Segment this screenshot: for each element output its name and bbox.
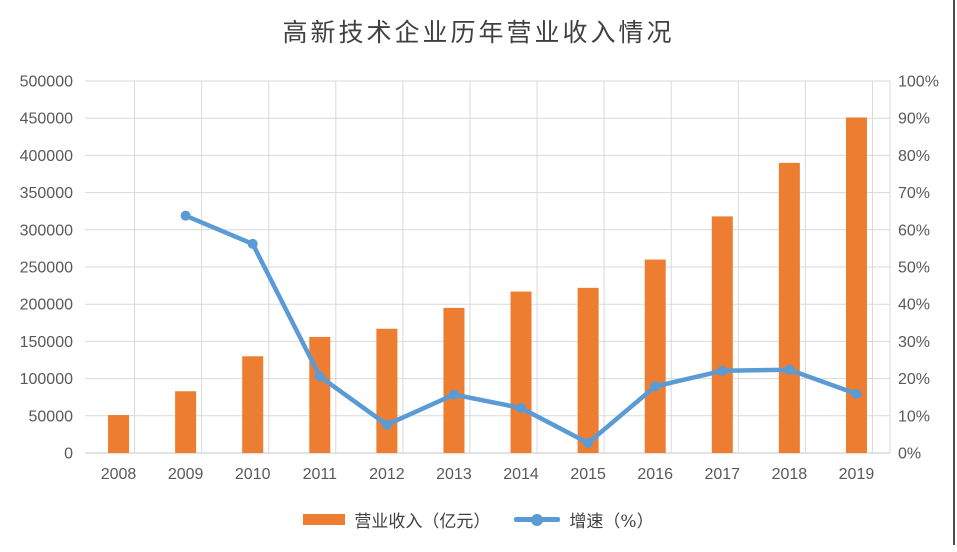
growth-point-2010 <box>247 238 258 249</box>
growth-point-2019 <box>851 388 862 399</box>
right-axis-tick: 90% <box>898 111 930 128</box>
growth-point-2013 <box>448 389 459 400</box>
right-axis-tick: 10% <box>898 408 930 425</box>
left-axis-tick: 100000 <box>20 371 73 388</box>
growth-point-2016 <box>650 381 661 392</box>
x-axis-label-2008: 2008 <box>101 466 137 483</box>
legend-item-revenue: 营业收入（亿元） <box>303 507 490 532</box>
left-axis-tick: 450000 <box>20 111 73 128</box>
left-axis-tick: 250000 <box>20 260 73 277</box>
bar-2011 <box>309 336 331 453</box>
right-axis-tick: 40% <box>898 297 930 314</box>
bar-2015 <box>577 287 599 453</box>
x-axis-label-2012: 2012 <box>369 466 405 483</box>
left-axis-tick: 50000 <box>29 408 74 425</box>
left-axis-tick: 200000 <box>20 297 73 314</box>
x-axis-label-2015: 2015 <box>570 466 606 483</box>
x-axis-label-2011: 2011 <box>303 466 338 483</box>
window-right-edge-line <box>953 0 955 545</box>
left-axis-tick: 300000 <box>20 222 73 239</box>
bar-2014 <box>510 291 532 453</box>
right-axis-tick: 20% <box>898 371 930 388</box>
bar-2013 <box>443 307 465 453</box>
growth-line-swatch-icon <box>514 513 561 526</box>
legend-item-growth: 增速（%） <box>514 507 654 532</box>
left-axis-tick: 400000 <box>20 148 73 165</box>
bar-2012 <box>376 328 398 453</box>
x-axis-label-2013: 2013 <box>436 466 472 483</box>
revenue-bar-swatch-icon <box>303 514 346 525</box>
growth-point-2009 <box>180 210 191 221</box>
bar-2008 <box>108 415 130 453</box>
right-axis-tick: 80% <box>898 148 930 165</box>
x-axis-label-2017: 2017 <box>704 466 740 483</box>
chart-title: 高新技术企业历年营业收入情况 <box>282 18 675 47</box>
growth-point-2014 <box>516 402 527 413</box>
growth-marker-icon <box>531 513 544 526</box>
growth-point-2018 <box>784 364 795 375</box>
gridlines <box>85 80 891 454</box>
left-axis-tick: 0 <box>64 446 73 463</box>
combo-chart-plot: 0 0% 50000 10% 100000 20% 150000 30% 200000 40% 25… <box>20 74 939 484</box>
right-axis-tick: 60% <box>898 222 930 239</box>
right-axis-tick: 70% <box>898 185 930 202</box>
bar-2019 <box>845 117 867 454</box>
x-axis-label-2019: 2019 <box>839 466 875 483</box>
axis-tick-labels: 0 0% 50000 10% 100000 20% 150000 30% 200000 40% 25… <box>20 74 939 484</box>
bar-2017 <box>711 216 733 453</box>
right-axis-tick: 30% <box>898 334 930 351</box>
left-axis-tick: 350000 <box>20 185 73 202</box>
x-axis-label-2016: 2016 <box>637 466 673 483</box>
growth-line <box>180 210 862 448</box>
x-axis-label-2018: 2018 <box>772 466 808 483</box>
right-axis-tick: 50% <box>898 260 930 277</box>
growth-point-2012 <box>381 419 392 430</box>
x-axis-label-2014: 2014 <box>503 466 539 483</box>
growth-point-2015 <box>583 437 594 448</box>
x-axis-label-2010: 2010 <box>235 466 271 483</box>
bar-2018 <box>778 162 800 453</box>
chart-legend: 营业收入（亿元） 增速（%） <box>0 507 957 532</box>
revenue-bars <box>108 117 867 454</box>
right-axis-tick: 0% <box>898 446 921 463</box>
bar-2016 <box>644 259 666 453</box>
bar-2009 <box>175 391 197 453</box>
bar-2010 <box>242 356 264 453</box>
right-axis-tick: 100% <box>898 74 939 91</box>
left-axis-tick: 150000 <box>20 334 73 351</box>
legend-label-growth: 增速（%） <box>569 512 654 532</box>
x-axis-label-2009: 2009 <box>168 466 204 483</box>
legend-label-revenue: 营业收入（亿元） <box>354 512 491 532</box>
growth-point-2011 <box>314 371 325 382</box>
left-axis-tick: 500000 <box>20 74 73 91</box>
growth-point-2017 <box>717 365 728 376</box>
